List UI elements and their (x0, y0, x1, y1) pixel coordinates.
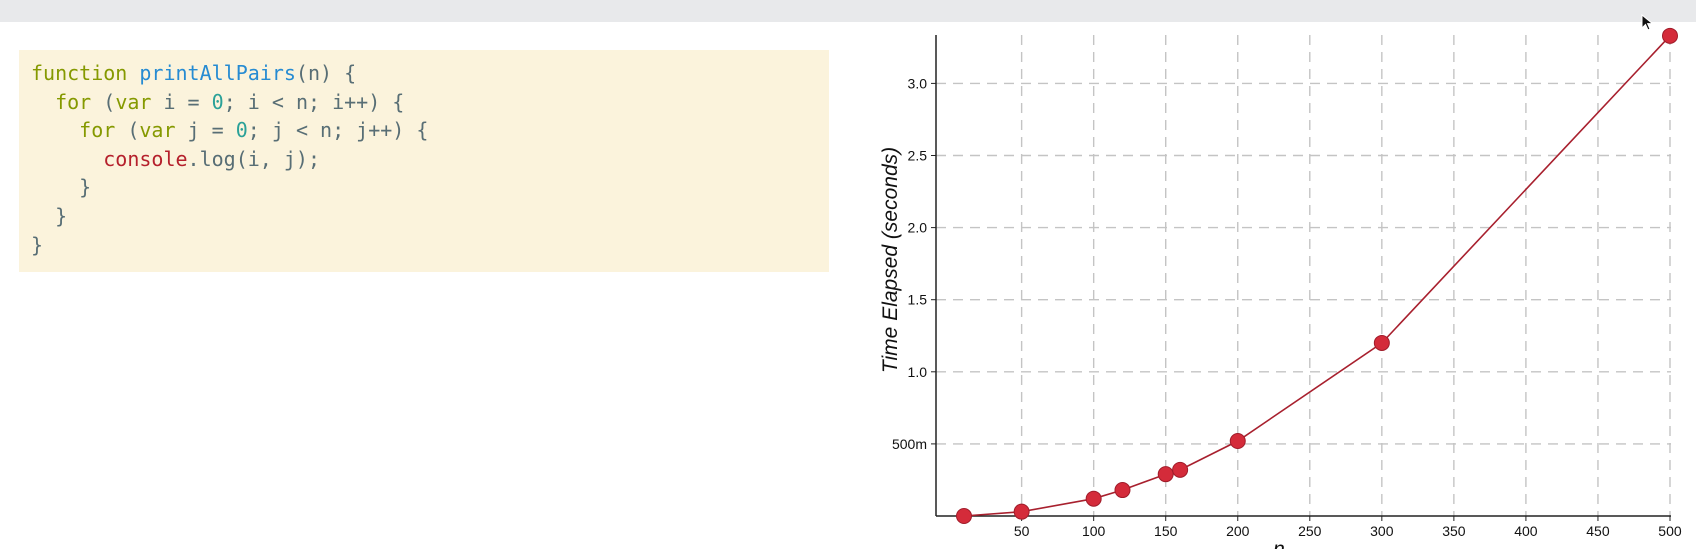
y-tick-label: 2.0 (908, 220, 928, 236)
x-tick-label: 150 (1154, 523, 1178, 539)
x-tick-label: 200 (1226, 523, 1250, 539)
browser-top-bar (0, 0, 1696, 22)
y-tick-label: 1.0 (908, 364, 928, 380)
data-point (1172, 461, 1189, 478)
code-line-2: for (var i = 0; i < n; i++) { (55, 89, 405, 114)
x-tick-label: 450 (1586, 523, 1610, 539)
x-tick-label: 300 (1370, 523, 1394, 539)
y-tick-label: 2.5 (908, 148, 928, 164)
code-line-4: console.log(i, j); (103, 146, 320, 171)
code-line-1: function printAllPairs(n) { (31, 61, 357, 85)
code-line-3: for (var j = 0; j < n; j++) { (79, 118, 429, 143)
x-axis-label: n (1273, 538, 1285, 549)
x-tick-label: 500 (1658, 523, 1682, 539)
code-block: function printAllPairs(n) { for (var i =… (19, 50, 829, 272)
data-point (1114, 482, 1131, 499)
x-tick-label: 250 (1298, 523, 1322, 539)
tick-labels: 50 100 150 200 250 300 350 400 450 500 500m 1.0 1.5 2… (892, 75, 1682, 539)
y-axis-label: Time Elapsed (seconds) (879, 147, 902, 373)
code-line-5: } (79, 175, 92, 200)
y-tick-label: 3.0 (908, 75, 928, 91)
x-tick-label: 350 (1442, 523, 1466, 539)
data-point (956, 508, 972, 524)
data-point (1661, 27, 1678, 44)
x-tick-label: 50 (1014, 523, 1030, 539)
axes (931, 35, 1671, 521)
y-tick-label: 500m (892, 436, 927, 452)
mouse-cursor-icon (1641, 14, 1654, 31)
data-point (1013, 503, 1030, 520)
code-line-7: } (31, 232, 44, 257)
code-line-6: } (55, 203, 68, 228)
data-point (1229, 433, 1246, 450)
data-point (1157, 466, 1174, 483)
y-tick-label: 1.5 (908, 292, 928, 308)
x-tick-label: 400 (1514, 523, 1538, 539)
data-point (1085, 490, 1102, 507)
grid-lines (936, 35, 1671, 516)
code-text: function printAllPairs(n) { for (var i =… (31, 59, 817, 259)
data-points (956, 27, 1678, 524)
x-tick-label: 100 (1082, 523, 1106, 539)
data-point (1373, 334, 1390, 351)
